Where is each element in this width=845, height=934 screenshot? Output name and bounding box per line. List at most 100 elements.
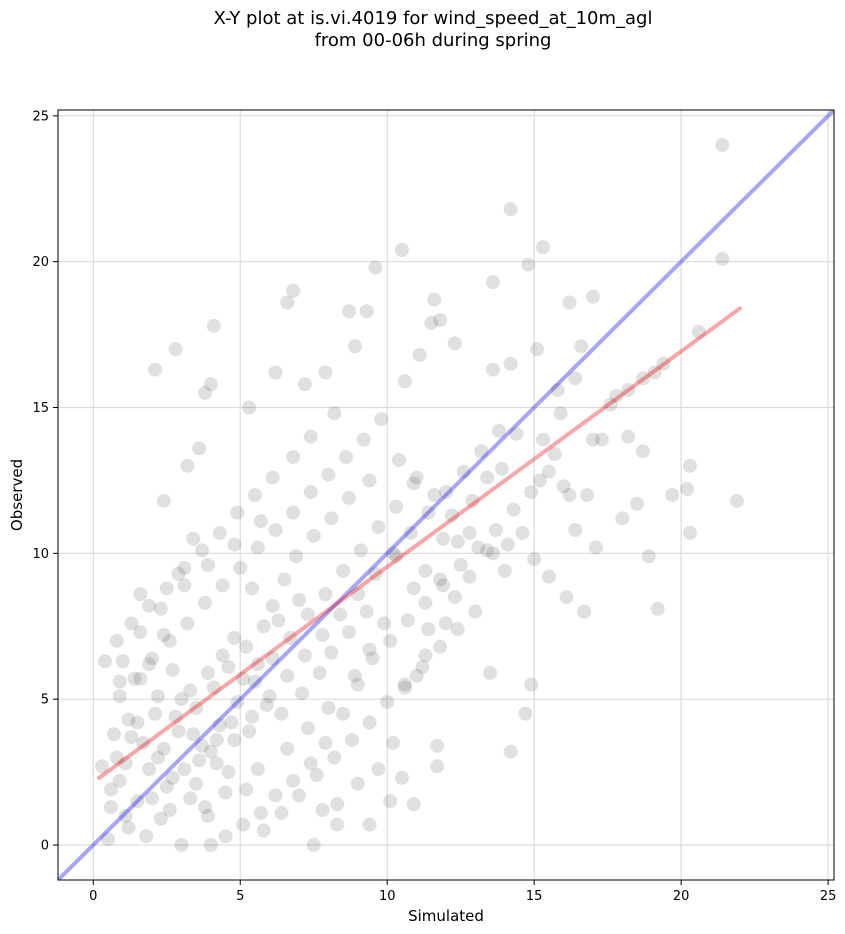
data-point (133, 587, 148, 602)
data-point (421, 622, 436, 637)
data-point (142, 762, 157, 777)
data-point (480, 543, 495, 558)
data-point (165, 663, 180, 677)
data-point (109, 633, 124, 648)
data-point (433, 639, 448, 654)
x-tick-label: 0 (89, 889, 97, 904)
data-point (103, 800, 118, 815)
data-point (336, 706, 351, 721)
data-point (474, 444, 489, 459)
data-point (253, 805, 268, 820)
data-point (486, 546, 501, 561)
data-point (289, 549, 304, 564)
data-point (150, 689, 165, 704)
data-point (98, 654, 113, 669)
data-point (206, 680, 221, 695)
data-point (594, 432, 609, 447)
data-point (730, 493, 744, 508)
data-point (321, 700, 336, 715)
data-point (715, 251, 730, 266)
data-point (162, 803, 177, 817)
data-point (430, 759, 445, 774)
data-point (250, 657, 265, 672)
data-point (221, 765, 236, 780)
data-point (215, 578, 230, 593)
y-tick-label: 5 (41, 693, 49, 708)
data-point (148, 706, 162, 721)
data-point (265, 598, 280, 613)
data-point (347, 668, 362, 683)
data-point (503, 202, 518, 217)
data-point (118, 808, 133, 823)
data-point (256, 823, 271, 838)
data-point (656, 356, 671, 371)
data-point (306, 528, 321, 543)
data-point (136, 735, 151, 750)
data-point (318, 587, 333, 602)
data-point (418, 648, 433, 663)
data-point (609, 388, 624, 403)
data-point (233, 560, 248, 575)
data-point (300, 607, 315, 622)
chart-title-line-2: from 00-06h during spring (314, 30, 552, 51)
data-point (585, 432, 600, 447)
data-point (274, 706, 289, 721)
data-point (286, 450, 301, 465)
data-point (259, 698, 274, 712)
data-point (424, 315, 439, 330)
data-point (174, 838, 189, 852)
data-point (362, 715, 377, 730)
data-point (209, 733, 224, 747)
data-point (418, 563, 433, 578)
data-point (256, 619, 271, 634)
data-point (444, 508, 459, 523)
y-tick-label: 20 (32, 255, 49, 270)
data-point (133, 671, 148, 686)
data-point (380, 695, 395, 710)
data-point (524, 677, 539, 692)
data-point (159, 581, 174, 596)
data-point (318, 735, 333, 750)
data-point (330, 817, 345, 832)
data-point (209, 756, 224, 771)
data-point (224, 715, 239, 730)
data-point (197, 800, 212, 815)
data-point (212, 525, 227, 540)
data-point (524, 485, 539, 500)
data-point (183, 791, 198, 806)
data-point (230, 695, 245, 710)
data-point (447, 590, 462, 605)
data-point (95, 759, 110, 774)
data-point (315, 803, 330, 817)
data-point (286, 773, 301, 788)
data-point (227, 537, 242, 552)
data-point (142, 598, 157, 613)
data-point (274, 805, 289, 820)
data-point (303, 429, 318, 444)
reference-lines-layer (58, 110, 834, 880)
data-point (103, 782, 118, 797)
data-point (574, 339, 589, 354)
data-point (406, 797, 421, 812)
data-point (533, 473, 548, 488)
data-point (468, 604, 483, 619)
data-point (471, 540, 486, 555)
data-point (527, 552, 542, 567)
data-point (371, 762, 386, 777)
data-point (541, 569, 556, 584)
data-point (391, 453, 406, 467)
data-point (215, 648, 230, 663)
data-point (118, 756, 133, 771)
data-point (409, 668, 424, 683)
data-point (280, 295, 295, 310)
data-point (324, 645, 339, 660)
data-point (383, 794, 398, 809)
data-point (121, 820, 136, 835)
data-point (412, 348, 427, 362)
data-point (130, 794, 145, 809)
data-point (715, 138, 730, 152)
data-point (153, 601, 168, 616)
data-point (433, 313, 448, 327)
data-point (309, 768, 324, 782)
y-tick-label: 0 (41, 839, 49, 854)
